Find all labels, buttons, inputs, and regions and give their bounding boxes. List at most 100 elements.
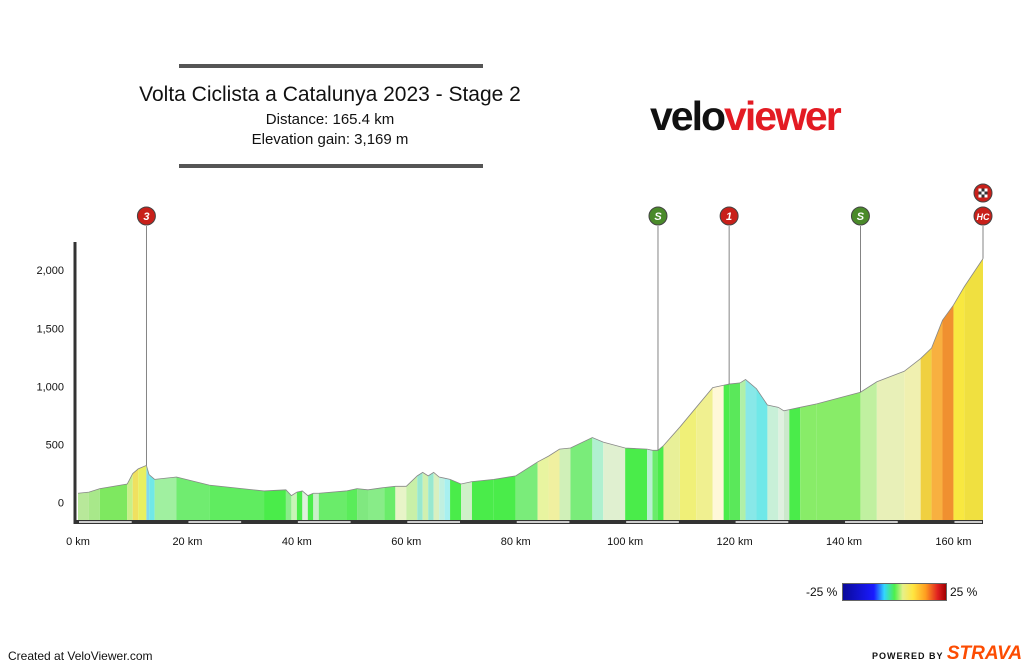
profile-segment [800,403,817,520]
profile-segment [384,486,396,520]
distance-label: Distance: 165.4 km [265,111,395,128]
profile-segment [663,427,680,520]
profile-segment [712,385,724,520]
x-tick-label: 20 km [172,536,202,548]
profile-segment [346,488,358,520]
finish-icon-square [978,194,982,198]
profile-segment [176,477,210,520]
profile-segment [406,475,418,520]
created-at-link[interactable]: Created at VeloViewer.com [8,649,153,663]
profile-segment [264,489,286,520]
finish-icon-square [984,188,988,192]
y-tick-label: 500 [46,439,64,451]
profile-segment [154,477,177,520]
finish-icon-square [984,191,988,195]
profile-segment [461,481,472,520]
profile-segment [778,407,784,520]
profile-segments [78,258,983,520]
marker-label: S [857,211,865,223]
profile-segment [756,388,768,520]
profile-segment [302,490,308,520]
gradient-legend-bar [842,583,947,601]
profile-segment [318,490,347,520]
legend-min-label: -25 % [806,585,838,599]
x-tick-label: 100 km [607,536,643,548]
profile-segment [471,479,494,520]
profile-segment [307,493,314,520]
profile-segment [422,472,429,520]
profile-segment [729,382,741,520]
profile-segment [138,465,147,520]
elevation-gain-label: Elevation gain: 3,169 m [251,131,409,148]
x-tick-label: 0 km [66,536,90,548]
profile-segment [395,486,407,520]
profile-segment [313,493,319,520]
profile-segment [209,485,265,520]
veloviewer-logo[interactable]: veloviewer [650,93,842,140]
profile-segment [291,492,297,520]
y-tick-label: 2,000 [36,265,64,277]
logo-part-velo: velo [650,93,726,139]
profile-segment [296,490,303,520]
profile-segment [625,447,648,520]
profile-segment [603,442,626,520]
x-tick-label: 160 km [935,536,971,548]
profile-segment [433,472,440,520]
profile-segment [816,392,861,520]
profile-segment [149,474,155,520]
finish-icon-square [978,191,982,195]
profile-segment [652,450,658,520]
profile-segment [592,437,604,520]
profile-segment [860,381,877,520]
profile-segment [132,468,139,520]
finish-icon-square [978,188,982,192]
profile-segment [931,320,943,520]
finish-icon-square [981,194,985,198]
chart-title: Volta Ciclista a Catalunya 2023 - Stage … [139,83,521,106]
y-tick-label: 1,000 [36,381,64,393]
profile-segment [357,488,368,520]
profile-segment [767,404,779,520]
marker-label: HC [977,212,990,222]
marker-label: 3 [143,211,149,223]
finish-icon-square [984,194,988,198]
x-tick-label: 60 km [391,536,421,548]
profile-segment [285,489,292,520]
profile-segment [78,492,89,520]
profile-segment [515,461,538,520]
profile-segment [942,305,954,520]
title-rule-top [179,64,483,68]
profile-segment [99,483,128,520]
profile-segment [548,449,560,520]
strava-logo: STRAVA [946,643,1023,664]
x-tick-label: 80 km [501,536,531,548]
sprint-marker [648,206,668,226]
profile-segment [439,477,445,520]
profile-segment [428,472,434,520]
profile-segment [647,449,653,520]
profile-segment [146,465,150,520]
profile-segment [450,479,462,520]
profile-segment [876,371,905,520]
legend-max-label: 25 % [950,585,978,599]
profile-segment [745,379,757,520]
profile-segment [88,488,100,520]
profile-segment [920,348,932,520]
profile-segment [570,437,593,520]
y-tick-label: 1,500 [36,323,64,335]
profile-segment [964,258,983,520]
profile-segment [537,456,549,520]
profile-segment [679,407,697,520]
x-tick-label: 120 km [717,536,753,548]
profile-segment [493,475,516,520]
profile-segment [444,478,451,520]
logo-part-viewer: viewer [724,93,842,139]
profile-segment [657,445,664,520]
profile-segment [723,384,730,520]
powered-by-strava[interactable]: POWERED BY STRAVA [872,643,1022,665]
profile-segment [417,472,423,520]
checkered-flag-icon [973,183,993,203]
y-tick-label: 0 [58,498,64,510]
x-tick-label: 40 km [282,536,312,548]
